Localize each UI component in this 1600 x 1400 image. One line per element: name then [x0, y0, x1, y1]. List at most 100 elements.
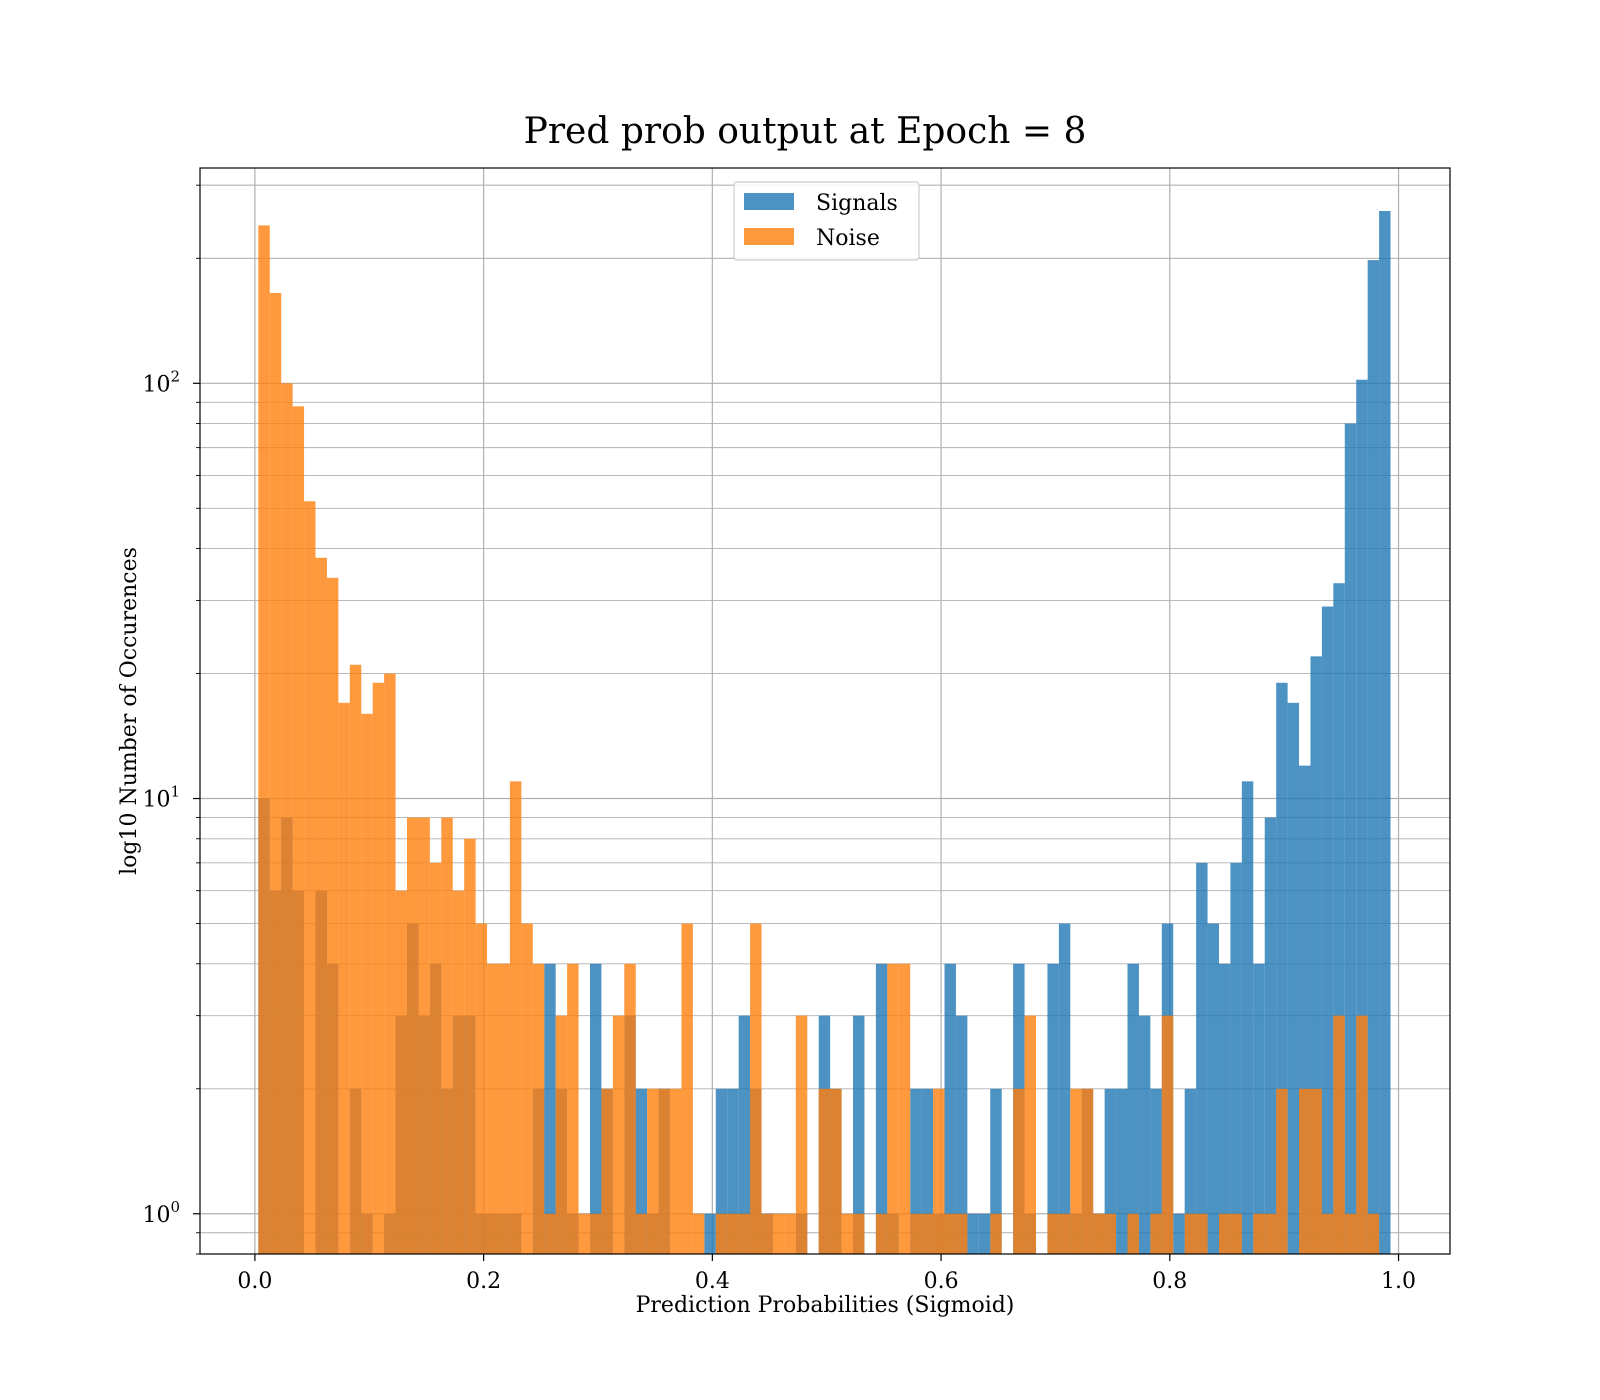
bar-noise	[1058, 1213, 1071, 1254]
y-axis-label: log10 Number of Occurences	[117, 547, 142, 875]
bar-noise	[555, 1015, 568, 1254]
bar-signals	[727, 1088, 739, 1254]
bar-signals	[853, 1015, 865, 1254]
bar-noise	[532, 963, 545, 1254]
bar-noise	[784, 1213, 796, 1254]
bar-noise	[509, 781, 522, 1254]
bar-noise	[955, 1213, 968, 1254]
x-tick-label: 0.0	[237, 1269, 272, 1294]
bar-noise	[418, 817, 430, 1254]
bar-signals	[1333, 583, 1345, 1254]
bar-signals	[704, 1213, 716, 1254]
bar-noise	[1104, 1213, 1117, 1254]
bar-noise	[1321, 1213, 1334, 1254]
bar-signals	[967, 1213, 979, 1254]
bar-signals	[635, 1088, 648, 1254]
bar-signals	[1116, 1088, 1128, 1254]
bar-signals	[1196, 862, 1208, 1254]
bar-noise	[361, 713, 373, 1254]
bar-noise	[887, 963, 899, 1254]
bar-signals	[944, 963, 956, 1254]
bar-noise	[1047, 1213, 1059, 1254]
bar-noise	[1276, 1088, 1288, 1254]
bar-signals	[1356, 379, 1368, 1254]
bar-noise	[1230, 1213, 1242, 1254]
bar-signals	[1173, 1213, 1185, 1254]
bar-signals	[1287, 702, 1300, 1254]
bar-noise	[841, 1213, 854, 1254]
bar-noise	[338, 702, 350, 1254]
bar-noise	[292, 406, 305, 1254]
bar-noise	[406, 817, 419, 1254]
bar-noise	[1253, 1213, 1265, 1254]
bar-noise	[304, 501, 316, 1254]
bar-noise	[372, 682, 385, 1254]
bar-noise	[1344, 1213, 1357, 1254]
bar-signals	[955, 1015, 968, 1254]
bar-noise	[589, 1213, 602, 1254]
bar-signals	[1253, 963, 1265, 1254]
bar-noise	[1264, 1213, 1277, 1254]
bar-signals	[875, 963, 888, 1254]
bar-noise	[795, 1015, 808, 1254]
bar-noise	[1013, 1088, 1025, 1254]
bar-noise	[464, 838, 476, 1254]
bar-noise	[1196, 1213, 1208, 1254]
bar-signals	[1299, 765, 1311, 1254]
plot-frame	[199, 167, 1451, 1255]
bar-noise	[498, 963, 510, 1254]
bar-noise	[898, 963, 911, 1254]
legend-label-noise: Noise	[816, 226, 880, 251]
bar-noise	[567, 963, 579, 1254]
bar-noise	[647, 1088, 659, 1254]
bar-signals	[1184, 1088, 1197, 1254]
bar-noise	[1150, 1213, 1162, 1254]
bar-signals	[1344, 423, 1357, 1255]
bar-signals	[1058, 923, 1071, 1254]
legend-swatch-noise	[744, 228, 794, 245]
bar-noise	[990, 1213, 1002, 1254]
bar-noise	[281, 383, 293, 1254]
bar-noise	[658, 1088, 671, 1254]
x-axis-label: Prediction Probabilities (Sigmoid)	[636, 1293, 1015, 1318]
bar-signals	[910, 1088, 922, 1254]
bar-noise	[544, 1213, 556, 1254]
bar-signals	[1230, 862, 1242, 1254]
bar-signals	[1150, 1088, 1162, 1254]
x-tick-label: 0.8	[1152, 1269, 1187, 1294]
bar-signals	[715, 1088, 728, 1254]
bar-signals	[1218, 963, 1231, 1254]
bar-signals	[1379, 210, 1391, 1255]
x-axis-ticks: 0.0 0.2 0.4 0.6 0.8 1.0	[237, 1254, 1416, 1294]
bar-signals	[990, 1088, 1002, 1254]
bar-noise	[395, 890, 407, 1254]
bar-signals	[978, 1213, 991, 1254]
bar-noise	[910, 1213, 922, 1254]
bar-noise	[1299, 1088, 1311, 1254]
x-tick-label: 1.0	[1381, 1269, 1416, 1294]
bar-noise	[1081, 1088, 1094, 1254]
bar-noise	[1161, 1015, 1174, 1254]
bar-noise	[384, 673, 396, 1254]
bar-signals	[738, 1015, 751, 1254]
x-tick-label: 0.6	[924, 1269, 959, 1294]
x-tick-label: 0.2	[466, 1269, 501, 1294]
bar-signals	[1264, 817, 1277, 1254]
bar-noise	[429, 862, 442, 1254]
bar-signals	[1207, 923, 1219, 1254]
bar-noise	[612, 1015, 625, 1254]
legend-swatch-signals	[744, 193, 794, 210]
bar-noise	[578, 1213, 590, 1254]
bar-noise	[853, 1213, 865, 1254]
bar-noise	[738, 1213, 751, 1254]
bar-signals	[1047, 963, 1059, 1254]
bar-noise	[875, 1213, 888, 1254]
bar-noise	[601, 1088, 613, 1254]
bar-noise	[269, 292, 282, 1254]
bar-noise	[1367, 1213, 1380, 1254]
bar-signals	[1127, 963, 1139, 1254]
bar-noise	[772, 1213, 785, 1254]
bar-noise	[1218, 1213, 1231, 1254]
bar-signals	[1310, 656, 1322, 1254]
